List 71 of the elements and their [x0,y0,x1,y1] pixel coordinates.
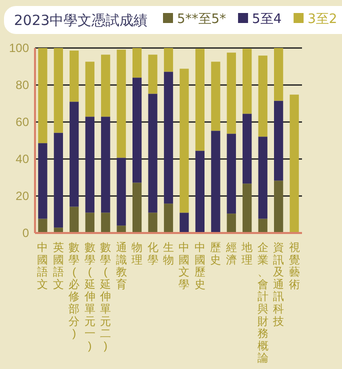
bar [242,114,252,184]
x-tick-label: 歷史 [210,242,222,266]
x-tick-label: 中國歷史 [194,241,206,291]
bar [211,62,220,131]
bar [132,48,142,78]
bar [85,212,94,233]
x-tick-label: 資訊及通訊科技 [272,242,284,328]
bar [164,204,174,233]
bar [242,184,252,233]
x-tick-label: 中國語文 [37,241,48,291]
x-tick-label: 視覺藝術 [288,241,300,291]
x-tick-label: 物理 [132,242,143,266]
legend-label: 3至2 [308,12,338,27]
bar [195,150,205,233]
bar [258,56,268,137]
bar [70,50,79,102]
bar [38,48,48,144]
bar [274,48,284,101]
bar [101,212,110,233]
bar [116,158,126,226]
y-tick-label: 60 [16,114,30,129]
bar [38,218,48,233]
chart-title: 2023中學文憑試成績 [14,13,148,29]
legend-label: 5至4 [252,12,282,27]
bar [180,68,189,213]
x-tick-label: 生物 [163,241,174,266]
x-tick-label: 數學(必修部分) [68,242,80,340]
bar [226,214,236,233]
y-tick-label: 20 [16,188,30,203]
category-label: 企業、會計與財務概論 [257,242,268,365]
x-tick-label: 經濟 [224,242,237,266]
bar [274,100,284,181]
y-tick-label: 80 [16,78,30,92]
x-tick-label: 地理 [240,241,253,266]
bar [70,102,79,207]
bar [258,136,268,219]
legend-label: 5**至5* [177,12,227,27]
x-tick-label: 化學 [147,242,158,266]
bar [148,54,158,94]
bar [290,94,299,233]
bar [148,94,158,213]
bar [85,116,94,213]
y-tick-label: 100 [8,40,30,55]
bar [101,54,110,117]
bar [164,72,174,204]
bar [54,132,63,228]
bar [274,180,284,233]
y-tick-label: 40 [16,152,30,166]
bar [195,48,205,151]
x-tick-label: 通識教育 [116,241,127,291]
bar [54,48,63,133]
bar [164,48,174,72]
y-tick-label: 0 [22,226,30,240]
bar [180,212,189,233]
x-tick-label: 中國文學 [178,241,190,291]
bar [226,134,236,214]
bar [116,50,126,158]
bar [148,212,158,233]
bar [70,206,79,233]
bar [132,78,142,183]
category-label: 數學(延伸單元二) [100,242,112,352]
bar [38,143,48,219]
bar [132,182,142,233]
bar [85,62,94,117]
bar [242,48,252,114]
category-label: 數學(延伸單元一) [84,242,96,352]
bar [258,218,268,233]
bar [211,130,220,233]
bar [101,116,110,213]
bar [226,52,236,134]
x-tick-label: 英國語文 [52,241,64,291]
